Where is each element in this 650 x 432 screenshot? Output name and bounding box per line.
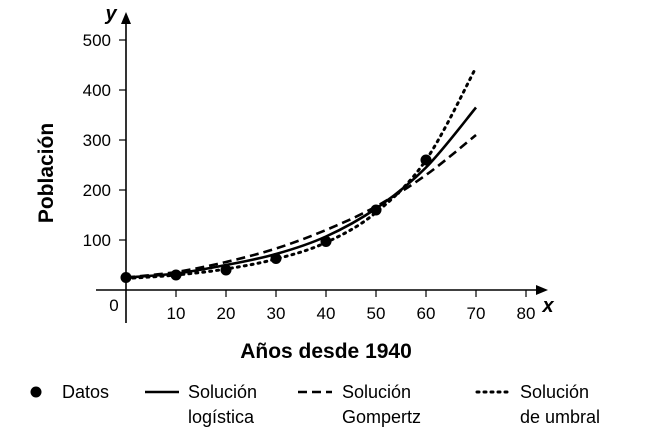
x-tick-label: 50: [367, 304, 386, 323]
legend-item: Solución de umbral: [475, 382, 600, 427]
y-tick-label: 500: [83, 31, 111, 50]
ticks: 10 20 30 40 50 60 70 80 100 200 300 400 500: [83, 31, 536, 323]
data-point: [220, 264, 232, 276]
x-tick-label: 20: [217, 304, 236, 323]
data-point: [370, 204, 382, 216]
y-tick-label: 200: [83, 181, 111, 200]
y-tick-label: 400: [83, 81, 111, 100]
x-tick-label: 70: [467, 304, 486, 323]
series-layer: [120, 66, 478, 283]
legend-item: Datos: [30, 382, 109, 402]
data-point: [320, 236, 332, 247]
data-point: [420, 154, 432, 166]
legend-label: Solución: [188, 382, 257, 402]
legend-item: Solución logística: [145, 382, 257, 427]
legend-label: logística: [188, 407, 255, 427]
x-tick-label: 40: [317, 304, 336, 323]
legend-label: Gompertz: [342, 407, 421, 427]
origin-label: 0: [109, 296, 118, 315]
x-axis-letter: x: [541, 295, 554, 317]
data-point: [270, 253, 282, 264]
x-tick-label: 30: [267, 304, 286, 323]
x-axis-arrow: [536, 285, 548, 295]
legend-label: Datos: [62, 382, 109, 402]
y-tick-label: 300: [83, 131, 111, 150]
legend-symbol-point: [30, 386, 42, 398]
legend-item: Solución Gompertz: [298, 382, 421, 427]
series-line-solucion-logistica: [125, 106, 478, 279]
legend-label: de umbral: [520, 407, 600, 427]
data-point: [120, 272, 132, 283]
x-axis-title: Años desde 1940: [240, 340, 412, 363]
y-axis-arrow: [121, 12, 131, 24]
legend-label: Solución: [520, 382, 589, 402]
y-axis-letter: y: [104, 3, 117, 25]
legend: Datos SoluciónlogísticaSoluciónGompertzSo…: [30, 382, 600, 427]
y-axis-title: Población: [35, 123, 58, 223]
x-tick-label: 10: [167, 304, 186, 323]
x-tick-label: 60: [417, 304, 436, 323]
data-point: [170, 269, 182, 281]
y-tick-label: 100: [83, 231, 111, 250]
legend-label: Solución: [342, 382, 411, 402]
x-tick-label: 80: [517, 304, 536, 323]
series-line-solucion-gompertz: [125, 133, 477, 279]
